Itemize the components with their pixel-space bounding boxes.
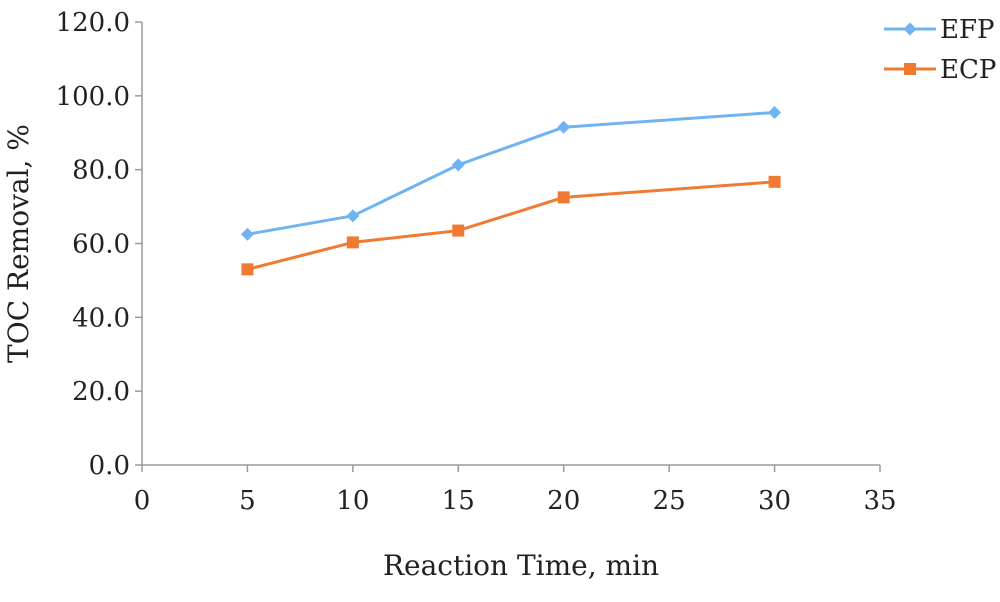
- data-point-ecp: [346, 236, 359, 249]
- x-tick-label: 10: [336, 486, 369, 516]
- y-tick-label: 20.0: [72, 377, 130, 407]
- y-axis-title: TOC Removal, %: [2, 124, 35, 363]
- data-point-efp: [346, 209, 360, 223]
- legend-label-efp: EFP: [940, 15, 995, 45]
- y-axis-ticks: 0.0 20.0 40.0 60.0 80.0 100.0 120.0: [56, 8, 142, 481]
- x-tick-label: 25: [653, 486, 686, 516]
- data-point-ecp: [557, 191, 570, 204]
- legend-marker-efp: [903, 22, 917, 36]
- y-tick-label: 60.0: [72, 230, 130, 260]
- y-tick-label: 40.0: [72, 303, 130, 333]
- data-point-ecp: [452, 224, 465, 237]
- x-tick-label: 15: [442, 486, 475, 516]
- x-tick-label: 30: [758, 486, 791, 516]
- axes: [141, 22, 880, 466]
- x-tick-label: 35: [863, 486, 896, 516]
- x-tick-label: 0: [134, 486, 151, 516]
- legend: EFP ECP: [884, 15, 996, 85]
- data-point-efp: [557, 120, 571, 134]
- y-tick-label: 80.0: [72, 156, 130, 186]
- series-efp: [240, 105, 782, 241]
- data-point-efp: [240, 227, 254, 241]
- data-point-efp: [768, 105, 782, 119]
- legend-label-ecp: ECP: [940, 55, 996, 85]
- data-point-ecp: [768, 175, 781, 188]
- y-tick-label: 0.0: [89, 451, 130, 481]
- x-tick-label: 20: [547, 486, 580, 516]
- legend-marker-ecp: [904, 63, 916, 75]
- series-line-ecp: [247, 180, 775, 271]
- series-layer: [240, 105, 782, 276]
- x-axis-title: Reaction Time, min: [383, 549, 659, 582]
- data-point-ecp: [241, 263, 254, 276]
- series-ecp: [241, 175, 781, 276]
- data-point-efp: [451, 158, 465, 172]
- x-tick-label: 5: [239, 486, 256, 516]
- y-tick-label: 100.0: [56, 82, 130, 112]
- x-axis-ticks: 0 5 10 15 20 25 30 35: [134, 465, 897, 516]
- y-tick-label: 120.0: [56, 8, 130, 38]
- series-line-efp: [247, 110, 775, 236]
- legend-item-efp: EFP: [884, 15, 995, 45]
- legend-item-ecp: ECP: [884, 55, 996, 85]
